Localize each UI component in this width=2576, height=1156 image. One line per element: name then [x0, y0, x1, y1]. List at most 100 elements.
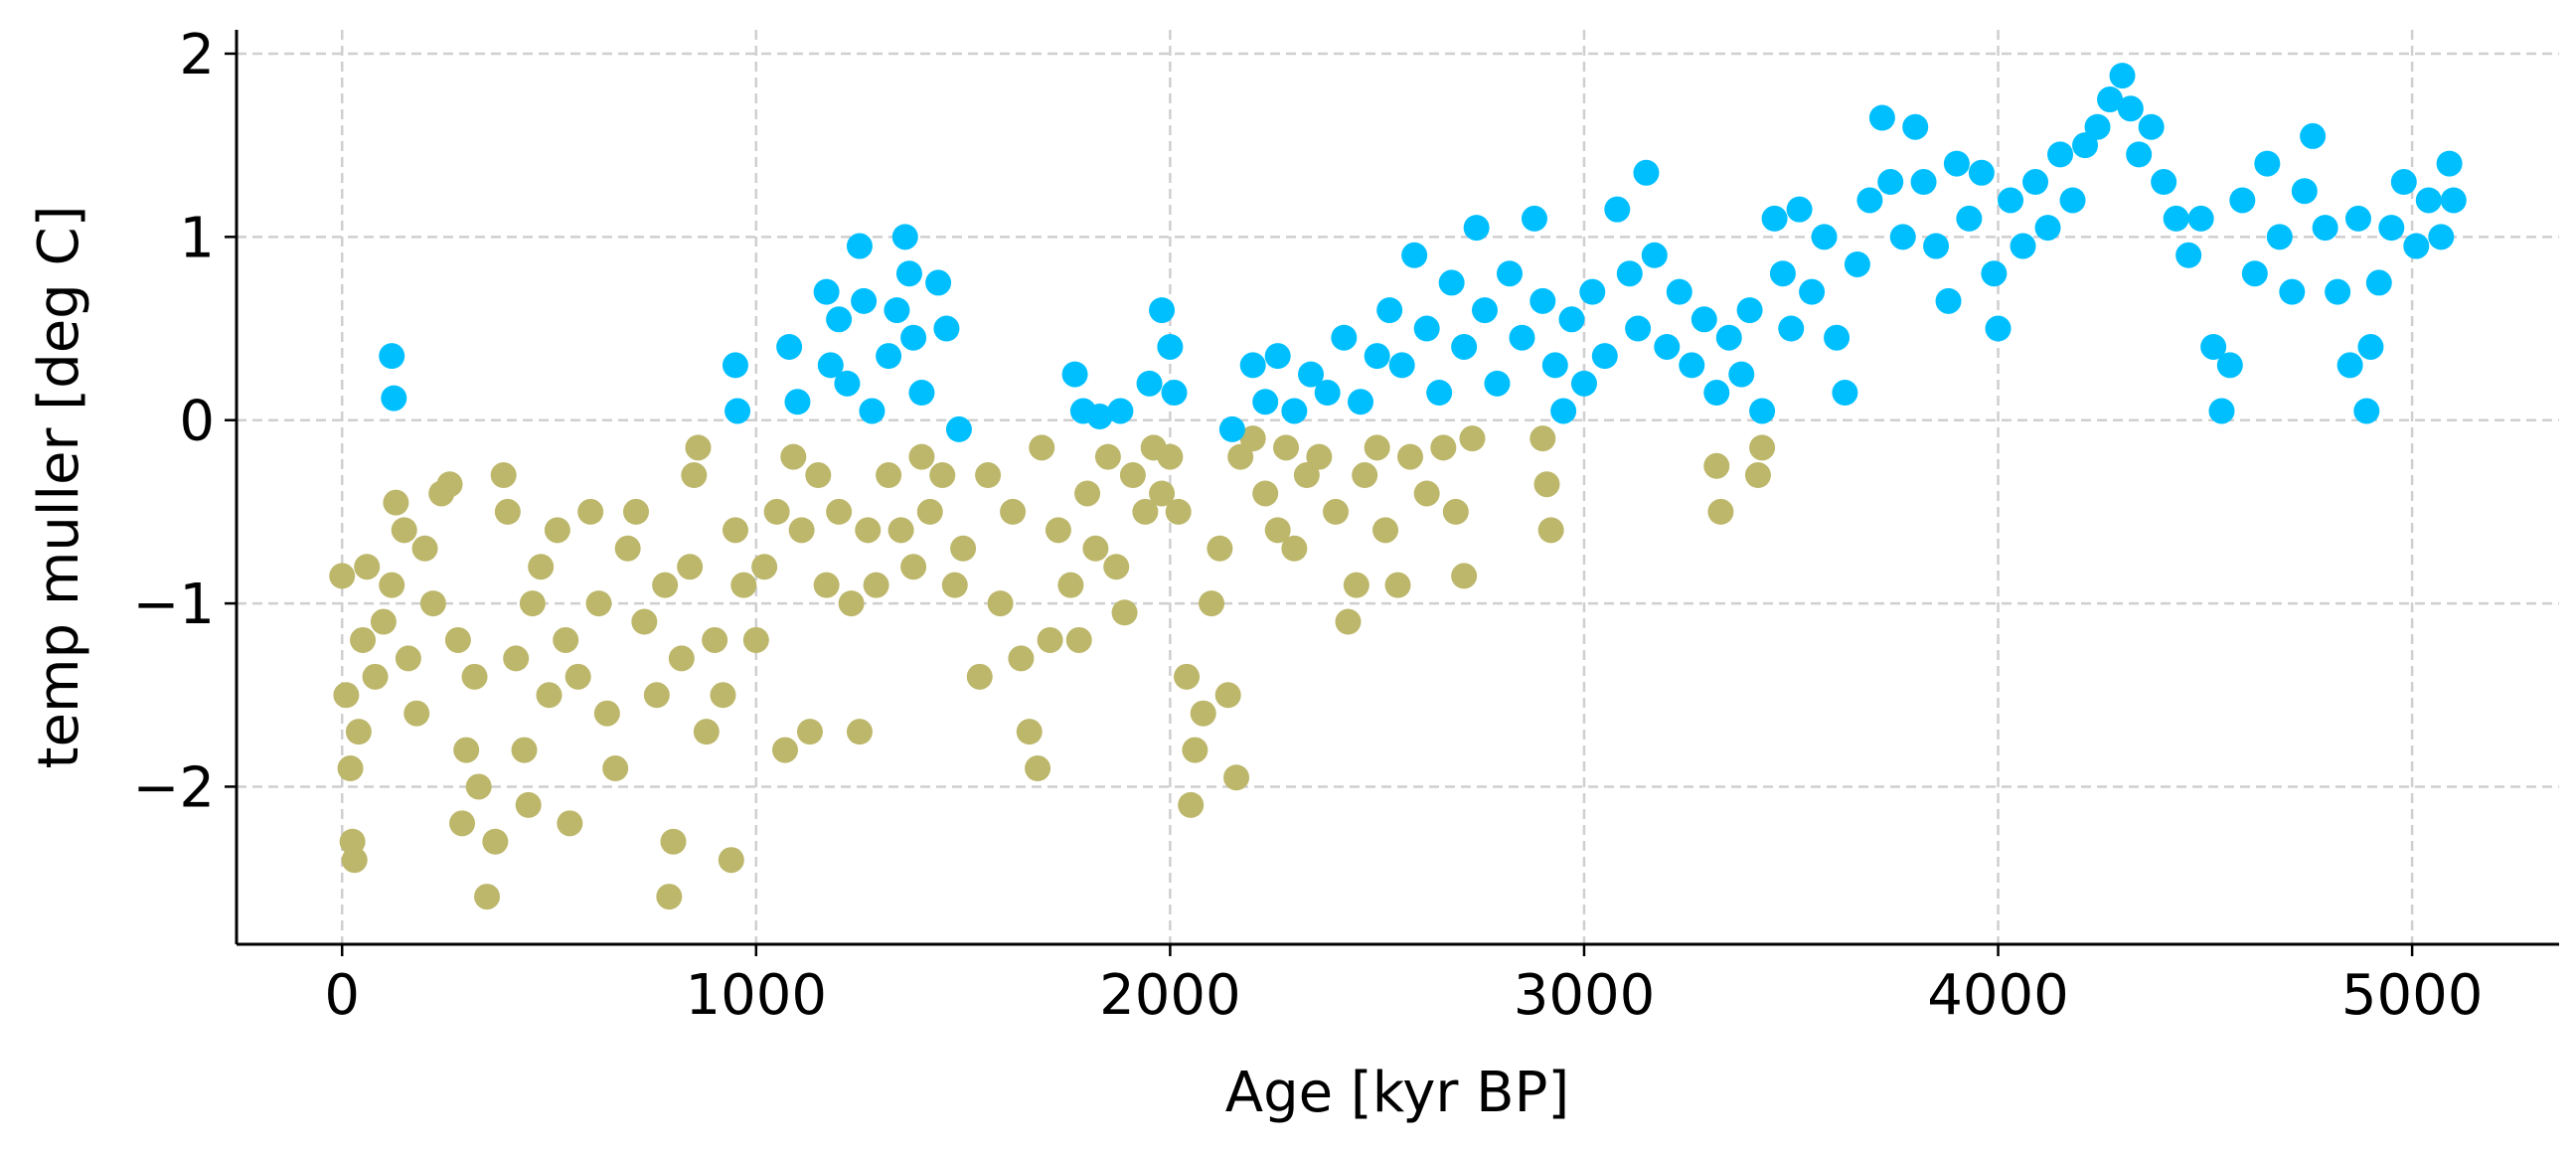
point [859, 398, 886, 424]
point [1376, 297, 1403, 324]
point [908, 380, 935, 407]
point [1910, 169, 1937, 196]
point [2200, 333, 2227, 360]
point [1396, 443, 1423, 470]
point [2365, 269, 2392, 296]
point [805, 462, 832, 489]
point [419, 590, 446, 617]
point [1252, 389, 1279, 415]
point [1157, 443, 1184, 470]
point [1190, 700, 1216, 727]
point [966, 663, 993, 690]
point [2216, 352, 2243, 379]
point [1264, 517, 1291, 544]
point [1281, 535, 1308, 562]
point [536, 682, 563, 709]
point [1484, 370, 1511, 397]
point [1459, 425, 1486, 452]
point [900, 324, 927, 351]
point [411, 535, 438, 562]
point [1666, 278, 1692, 305]
point [1045, 517, 1071, 544]
point [1715, 324, 1742, 351]
point [1749, 398, 1776, 424]
point [395, 645, 421, 672]
point [341, 847, 368, 874]
point [1856, 187, 1883, 214]
point [1537, 517, 1564, 544]
point [2175, 242, 2202, 268]
point [677, 554, 704, 580]
point [602, 755, 629, 782]
point [1496, 260, 1523, 287]
point [503, 645, 530, 672]
point [1541, 352, 1568, 379]
point [1981, 260, 2008, 287]
point [1451, 563, 1478, 589]
point [333, 682, 360, 709]
point [846, 719, 873, 745]
point [1703, 380, 1730, 407]
point [788, 517, 815, 544]
point [1306, 443, 1333, 470]
y-tick-label: 0 [179, 390, 215, 454]
point [1136, 370, 1163, 397]
point [1679, 352, 1705, 379]
point [449, 810, 476, 837]
point [1149, 480, 1176, 507]
point [1223, 764, 1250, 791]
point [1149, 297, 1176, 324]
point [2138, 113, 2165, 140]
point [544, 517, 570, 544]
point [776, 333, 803, 360]
point [1935, 287, 1962, 314]
point [1029, 434, 1055, 461]
point [2440, 187, 2467, 214]
point [895, 260, 922, 287]
point [1273, 434, 1300, 461]
x-tick-label: 2000 [1099, 963, 1241, 1028]
point [1082, 535, 1109, 562]
point [577, 498, 604, 525]
point [2109, 63, 2136, 89]
point [826, 498, 853, 525]
point [379, 343, 405, 370]
point [1057, 572, 1084, 598]
point [1119, 462, 1146, 489]
point [834, 370, 861, 397]
point [1165, 498, 1192, 525]
point [2126, 141, 2153, 168]
point [1533, 471, 1560, 498]
point [1471, 297, 1498, 324]
point [1314, 380, 1341, 407]
point [1736, 297, 1763, 324]
point [1703, 452, 1730, 479]
point [643, 682, 670, 709]
point [1463, 215, 1490, 242]
point [863, 572, 889, 598]
point [817, 352, 844, 379]
point [2357, 333, 2384, 360]
point [2010, 233, 2036, 259]
point [1132, 498, 1159, 525]
point [1086, 404, 1113, 430]
point [771, 737, 798, 763]
point [1530, 425, 1556, 452]
point [2344, 205, 2371, 232]
point [1956, 205, 1983, 232]
point [1426, 380, 1453, 407]
point [846, 233, 873, 259]
point [1521, 205, 1547, 232]
point [1384, 572, 1411, 598]
point [1923, 233, 1950, 259]
point [482, 828, 509, 855]
point [1451, 333, 1478, 360]
point [941, 572, 968, 598]
point [900, 554, 927, 580]
point [975, 462, 1002, 489]
point [350, 626, 377, 653]
point [1707, 498, 1734, 525]
point [855, 517, 882, 544]
point [1438, 269, 1465, 296]
